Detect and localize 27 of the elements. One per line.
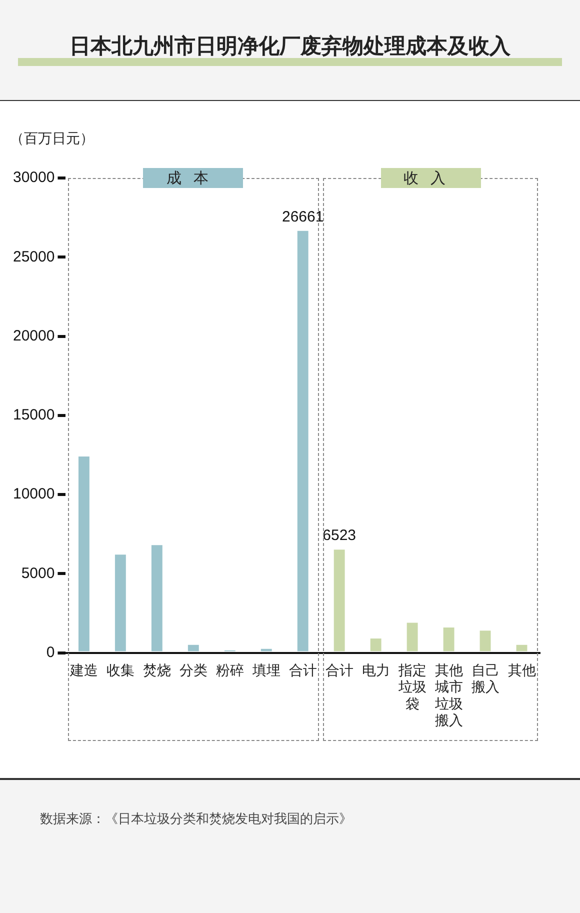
text: 收入 bbox=[380, 168, 481, 188]
x-tick-label: 合计 bbox=[325, 662, 354, 679]
text: 成本 bbox=[143, 168, 244, 188]
x-tick-label: 焚烧 bbox=[142, 662, 171, 679]
y-tick-label: 15000 bbox=[12, 406, 55, 424]
data-label: 6523 bbox=[322, 527, 356, 544]
data-label: 26661 bbox=[282, 208, 324, 226]
y-axis-title: （百万日元） bbox=[10, 130, 94, 148]
y-tick-label: 5000 bbox=[21, 564, 55, 582]
y-tick-label: 20000 bbox=[12, 327, 55, 344]
x-tick-label: 收集 bbox=[106, 662, 134, 679]
x-tick-label: 指定垃圾袋 bbox=[397, 662, 426, 712]
source-note: 数据来源：《日本垃圾分类和焚烧发电对我国的启示》 bbox=[40, 811, 352, 828]
x-tick-label: 建造 bbox=[68, 662, 98, 679]
x-tick-label: 电力 bbox=[362, 662, 390, 679]
x-tick-label: 填埋 bbox=[251, 662, 280, 679]
y-tick-label: 30000 bbox=[12, 169, 55, 186]
y-tick-label: 10000 bbox=[12, 486, 55, 503]
x-tick-label: 自己搬入 bbox=[471, 662, 500, 696]
chart-title: 日本北九州市日明净化厂废弃物处理成本及收入 bbox=[68, 33, 512, 60]
x-tick-label: 其他城市垃圾搬入 bbox=[434, 662, 463, 730]
y-tick-label: 0 bbox=[46, 644, 55, 661]
x-tick-label: 其他 bbox=[508, 662, 536, 679]
x-tick-label: 合计 bbox=[288, 662, 317, 679]
y-tick-label: 25000 bbox=[12, 248, 55, 266]
x-tick-label: 粉碎 bbox=[216, 662, 244, 679]
x-tick-label: 分类 bbox=[179, 662, 208, 679]
